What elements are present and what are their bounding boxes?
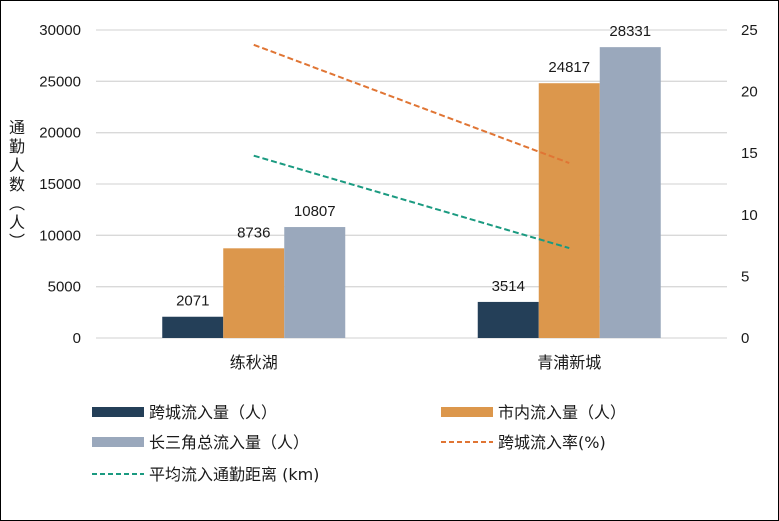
y2-tick-label: 5 [741,268,749,285]
line-series [253,43,570,164]
legend-swatch [92,437,144,447]
y-axis-label-char: ︶ [9,232,25,251]
bar [162,316,224,338]
y2-tick-label: 0 [741,330,749,347]
bar [284,227,346,338]
legend-label: 市内流入量（人） [498,403,626,422]
y-tick-label: 15000 [39,176,81,193]
bar-data-label: 8736 [237,224,270,241]
x-tick-label: 青浦新城 [537,353,601,372]
legend-swatch [92,407,144,417]
bar [477,301,539,338]
bar-data-label: 24817 [548,59,590,76]
bar [599,47,661,338]
y-axis-label-char: 通 [9,118,25,137]
bar-labels: 2071 8736 10807 3514 24817 28331 [176,23,651,310]
bar [223,248,285,338]
y2-axis-ticks: 0 5 10 15 20 25 [741,22,758,347]
bar-data-label: 3514 [492,278,525,295]
y-axis-label-char: 数 [9,175,25,194]
y2-tick-label: 10 [741,207,758,224]
y-tick-label: 0 [73,330,81,347]
y-tick-label: 10000 [39,227,81,244]
y-axis-ticks: 0 5000 10000 15000 20000 25000 30000 [39,22,81,347]
y-tick-label: 25000 [39,73,81,90]
y-axis-label-char: ︵ [9,194,25,213]
y-tick-label: 30000 [39,22,81,39]
legend-label: 跨城流入率(%) [498,433,606,452]
legend-swatch [441,407,493,417]
legend: 跨城流入量（人） 市内流入量（人） 长三角总流入量（人） 跨城流入率(%) 平均流入通勤… [92,403,626,484]
y-tick-label: 5000 [48,279,81,296]
bar [538,83,600,339]
x-axis-ticks: 练秋湖 青浦新城 [230,353,602,372]
bars [162,47,661,339]
line-series [253,154,570,250]
bar-data-label: 28331 [609,23,651,40]
bar-data-label: 10807 [294,203,336,220]
bar-data-label: 2071 [176,293,209,310]
y-axis-label-char: 勤 [9,137,25,156]
lines [253,43,570,250]
legend-label: 跨城流入量（人） [149,403,277,422]
y2-tick-label: 20 [741,84,758,101]
legend-label: 长三角总流入量（人） [149,433,309,452]
y2-tick-label: 15 [741,145,758,162]
y-tick-label: 20000 [39,125,81,142]
x-tick-label: 练秋湖 [230,353,278,372]
y2-tick-label: 25 [741,22,758,39]
y-axis-label-char: 人 [9,156,25,175]
y-axis-label-char: 人 [9,213,25,232]
legend-label: 平均流入通勤距离 (km) [149,465,319,484]
